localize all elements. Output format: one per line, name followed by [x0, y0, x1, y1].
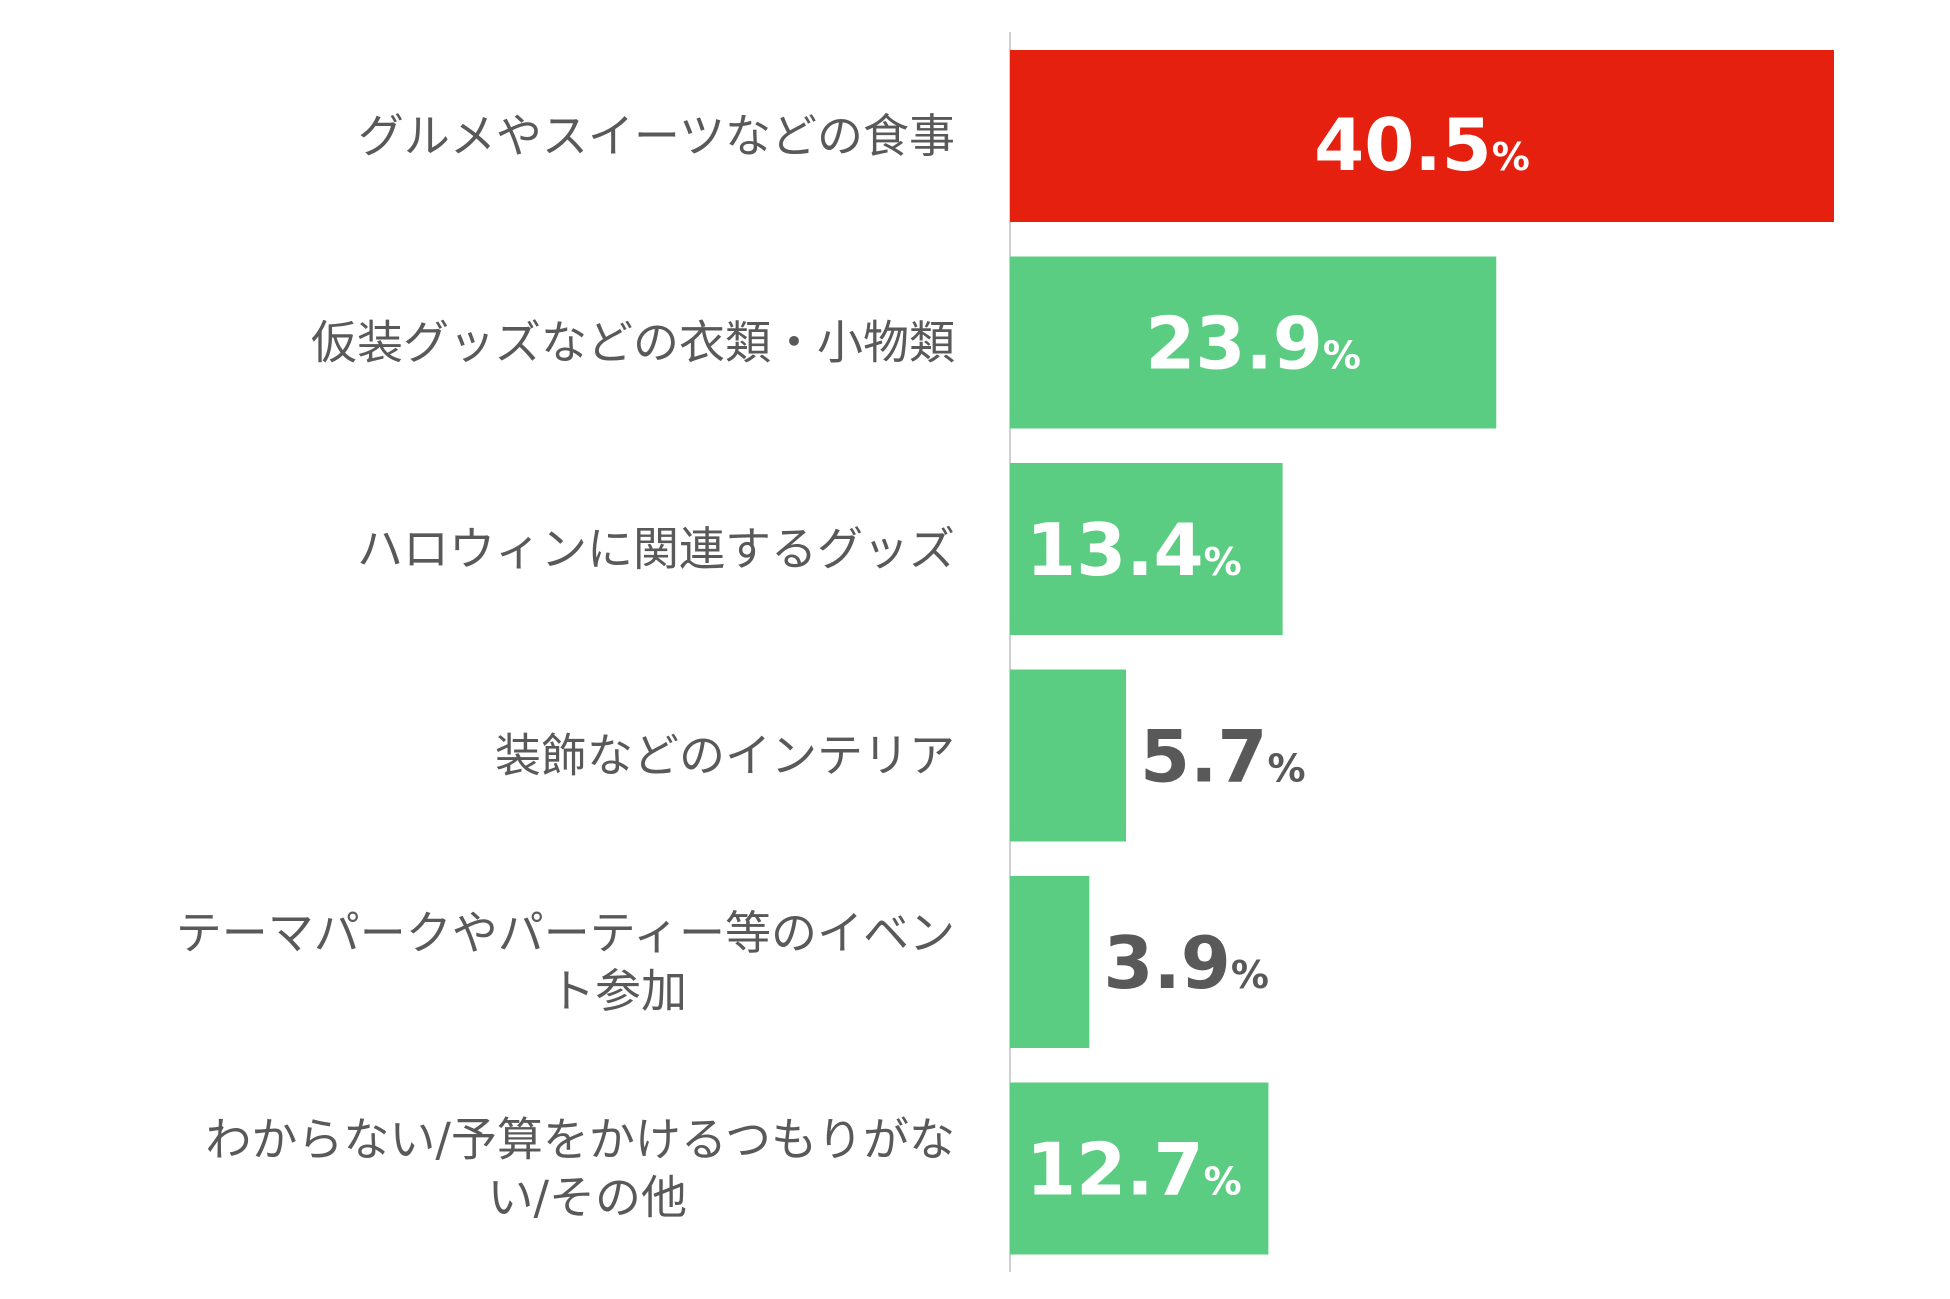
- category-label-3: 装飾などのインテリア: [495, 729, 955, 783]
- value-label-5: 12.7%: [1026, 1128, 1242, 1212]
- value-labels-group: 40.5% 23.9% 13.4% 5.7% 3.9% 12.7%: [1026, 103, 1530, 1212]
- bar-5: [1010, 1082, 1269, 1255]
- value-label-3: 5.7%: [1140, 715, 1306, 799]
- bar-1: [1010, 256, 1497, 429]
- bar-0: [1010, 50, 1834, 222]
- value-label-1: 23.9%: [1145, 302, 1361, 386]
- category-label-0: グルメやスイーツなどの食事: [358, 109, 955, 163]
- value-label-4: 3.9%: [1103, 921, 1269, 1005]
- category-label-4: テーマパークやパーティー等のイベント参加: [176, 906, 955, 1018]
- bar-2: [1010, 463, 1283, 635]
- value-label-0: 40.5%: [1314, 103, 1530, 187]
- category-label-2: ハロウィンに関連するグッズ: [357, 522, 955, 576]
- category-label-5: わからない/予算をかけるつもりがない/その他: [205, 1113, 955, 1225]
- bar-3: [1010, 669, 1126, 842]
- category-label-1: 仮装グッズなどの衣類・小物類: [311, 316, 955, 370]
- bars-group: [1010, 50, 1834, 1255]
- bar-4: [1010, 876, 1090, 1048]
- category-labels-group: グルメやスイーツなどの食事仮装グッズなどの衣類・小物類ハロウィンに関連するグッズ…: [176, 109, 955, 1225]
- value-label-2: 13.4%: [1026, 508, 1242, 592]
